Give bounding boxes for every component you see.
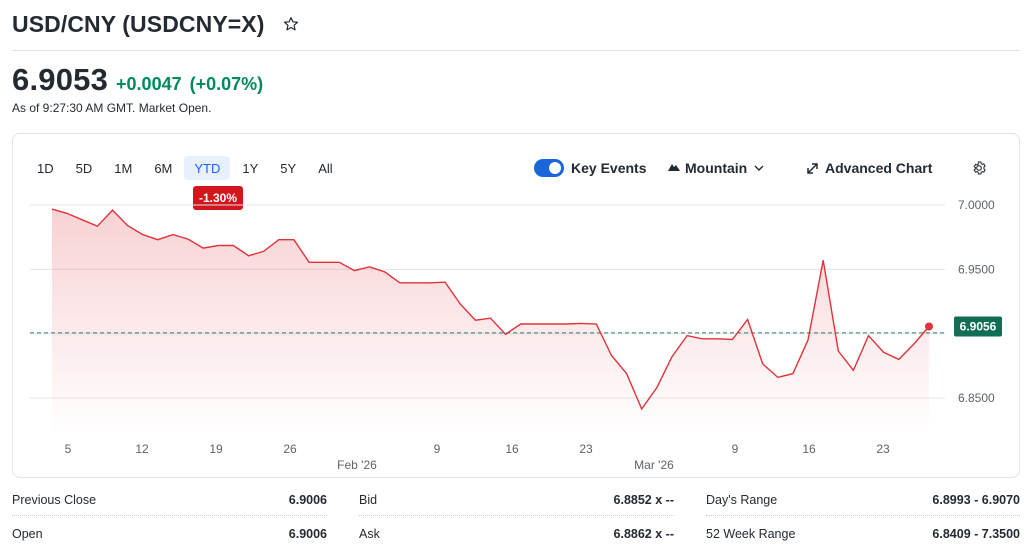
stat-label: Previous Close	[12, 492, 97, 507]
stat-label: Ask	[359, 526, 380, 541]
stat-open: Open 6.9006	[12, 518, 327, 549]
stat-value: 6.8993 - 6.9070	[932, 492, 1020, 507]
range-tab-6m[interactable]: 6M	[154, 160, 173, 176]
key-events-toggle-group: Key Events	[534, 156, 646, 180]
advanced-chart-button[interactable]: Advanced Chart	[806, 156, 932, 180]
stat-previous-close: Previous Close 6.9006	[12, 484, 327, 516]
stat-value: 6.8852 x --	[613, 492, 674, 507]
key-events-toggle[interactable]	[534, 159, 564, 177]
chart-type-dropdown[interactable]: Mountain	[668, 156, 764, 180]
key-events-label: Key Events	[571, 160, 647, 176]
stat-label: Day's Range	[706, 492, 778, 507]
quote-title: USD/CNY (USDCNY=X)	[12, 10, 265, 37]
stat-ask: Ask 6.8862 x --	[359, 518, 674, 549]
range-tab-5d[interactable]: 5D	[75, 160, 93, 176]
chevron-down-icon	[754, 165, 764, 171]
stat-value: 6.9006	[288, 526, 327, 541]
stat-value: 6.9006	[288, 492, 327, 507]
range-tabs: 1D 5D 1M 6M YTD 1Y 5Y All	[27, 156, 345, 180]
stat-days-range: Day's Range 6.8993 - 6.9070	[706, 484, 1020, 516]
chart-type-label: Mountain	[685, 160, 748, 176]
header-divider	[12, 50, 1020, 51]
range-tab-all[interactable]: All	[318, 160, 333, 176]
advanced-chart-label: Advanced Chart	[825, 160, 933, 176]
current-price: 6.9053	[12, 62, 109, 97]
chart-card	[12, 133, 1020, 478]
range-tab-ytd[interactable]: YTD	[184, 156, 231, 180]
stat-value: 6.8862 x --	[613, 526, 674, 541]
stat-value: 6.8409 - 7.3500	[932, 526, 1020, 541]
range-tab-1y[interactable]: 1Y	[242, 160, 259, 176]
stat-52-week-range: 52 Week Range 6.8409 - 7.3500	[706, 518, 1020, 549]
as-of-timestamp: As of 9:27:30 AM GMT. Market Open.	[12, 101, 212, 115]
stat-label: 52 Week Range	[706, 526, 796, 541]
quote-header: USD/CNY (USDCNY=X)	[12, 9, 301, 39]
range-tab-1d[interactable]: 1D	[37, 160, 54, 176]
price-row: 6.9053 +0.0047 (+0.07%)	[12, 62, 263, 98]
chart-settings-button[interactable]	[971, 156, 987, 180]
mountain-icon	[668, 159, 680, 177]
stat-label: Open	[12, 526, 43, 541]
price-change-percent: (+0.07%)	[189, 74, 264, 94]
performance-badge: -1.30%	[193, 186, 244, 210]
range-tab-1m[interactable]: 1M	[114, 160, 133, 176]
stat-bid: Bid 6.8852 x --	[359, 484, 674, 516]
gear-icon	[971, 160, 987, 176]
range-tab-5y[interactable]: 5Y	[280, 160, 297, 176]
price-change: +0.0047	[116, 74, 182, 94]
star-icon[interactable]	[281, 14, 301, 34]
expand-icon	[806, 162, 819, 175]
stat-label: Bid	[359, 492, 378, 507]
